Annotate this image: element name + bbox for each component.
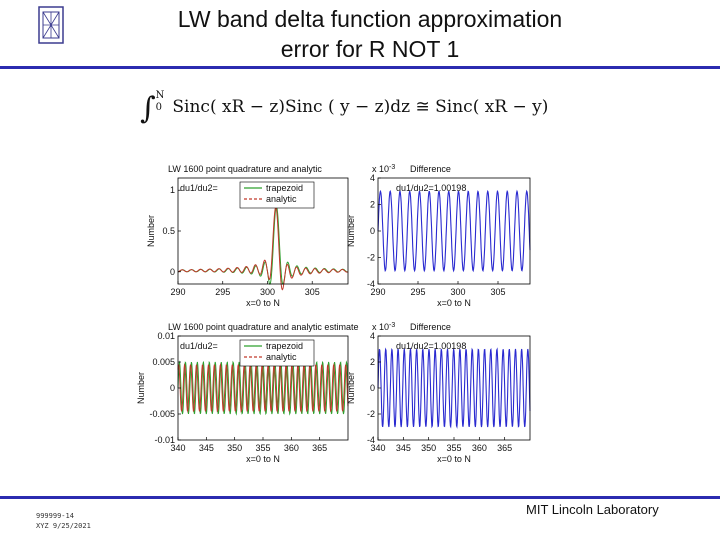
footer-org: MIT Lincoln Laboratory	[526, 502, 659, 517]
x-tick-label: 365	[497, 443, 512, 453]
chart-4: 340 345 350 355 360 365 -4 -2 0 2 4 Difference x 10-…	[346, 322, 531, 464]
y-tick-label: 1	[170, 185, 175, 195]
y-tick-label: 2	[370, 357, 375, 367]
footer-meta: 999999-14 XYZ 9/25/2021	[36, 511, 91, 531]
x-tick-label: 300	[260, 287, 275, 297]
axis-exponent-power: -3	[389, 164, 395, 171]
legend-label-1: trapezoid	[266, 341, 303, 351]
chart-title: Difference	[410, 164, 451, 174]
x-tick-label: 295	[410, 287, 425, 297]
y-tick-label: 0	[170, 267, 175, 277]
integral-formula: ∫N 0 Sinc( xR − z)Sinc ( y − z)dz ≅ Sinc( …	[140, 90, 549, 126]
chart-1: 290 295 300 305 0 0.5 1 LW 1600 point quadratur…	[146, 164, 349, 308]
y-tick-label: 0.01	[157, 331, 175, 341]
mit-ll-logo-icon	[38, 6, 64, 44]
series-line-1	[377, 189, 531, 273]
x-tick-label: 340	[370, 443, 385, 453]
plots-panel: 290 295 300 305 0 0.5 1 LW 1600 point quadratur…	[136, 164, 531, 464]
x-tick-label: 355	[255, 443, 270, 453]
chart-title: LW 1600 point quadrature and analytic	[168, 164, 322, 174]
y-axis-label: Number	[346, 372, 356, 404]
x-tick-label: 305	[305, 287, 320, 297]
y-tick-label: 0.5	[162, 226, 175, 236]
y-axis-label: Number	[136, 372, 146, 404]
formula-text: Sinc( xR − z)Sinc ( y − z)dz ≅ Sinc( xR …	[172, 97, 549, 117]
x-tick-label: 290	[170, 287, 185, 297]
x-tick-label: 355	[446, 443, 461, 453]
x-tick-label: 360	[284, 443, 299, 453]
x-tick-label: 305	[490, 287, 505, 297]
x-axis-label: x=0 to N	[437, 298, 471, 308]
x-tick-label: 345	[396, 443, 411, 453]
axis-exponent: x 10-3	[372, 164, 395, 174]
series-line-2	[177, 362, 349, 414]
x-tick-label: 350	[227, 443, 242, 453]
y-tick-label: -0.005	[149, 409, 175, 419]
y-tick-label: -2	[367, 253, 375, 263]
chart-title: Difference	[410, 322, 451, 332]
x-tick-label: 345	[199, 443, 214, 453]
series-line-1	[177, 205, 349, 286]
slide-title-line2: error for R NOT 1	[280, 36, 460, 62]
chart-2: 290 295 300 305 -4 -2 0 2 4 Difference x 10-3 x=0 t…	[346, 164, 531, 308]
y-tick-label: 0.005	[152, 357, 175, 367]
chart-title: LW 1600 point quadrature and analytic es…	[168, 322, 358, 332]
legend-box	[239, 339, 315, 367]
y-tick-label: 2	[370, 200, 375, 210]
y-tick-label: 4	[370, 173, 375, 183]
legend-label-1: trapezoid	[266, 183, 303, 193]
header-rule	[0, 66, 720, 69]
slide-title-line1: LW band delta function approximation	[177, 6, 563, 32]
x-tick-label: 340	[170, 443, 185, 453]
y-tick-label: 0	[170, 383, 175, 393]
x-tick-label: 290	[370, 287, 385, 297]
x-tick-label: 295	[215, 287, 230, 297]
x-axis-label: x=0 to N	[437, 454, 471, 464]
du-ratio-annotation: du1/du2=1.00198	[396, 341, 466, 351]
legend-label-2: analytic	[266, 352, 297, 362]
axis-exponent-power: -3	[389, 322, 395, 329]
du-ratio-annotation: du1/du2=	[180, 341, 218, 351]
y-tick-label: -4	[367, 279, 375, 289]
integral-lower-limit: 0	[155, 102, 163, 113]
y-tick-label: 0	[370, 226, 375, 236]
slide-title: LW band delta function approximation err…	[90, 4, 650, 64]
axis-exponent: x 10-3	[372, 322, 395, 332]
x-tick-label: 350	[421, 443, 436, 453]
series-line-1	[377, 347, 531, 429]
y-tick-label: -2	[367, 409, 375, 419]
footer-rule	[0, 496, 720, 499]
x-axis-label: x=0 to N	[246, 454, 280, 464]
y-tick-label: 4	[370, 331, 375, 341]
du-ratio-annotation: du1/du2=1.00198	[396, 183, 466, 193]
legend-box	[239, 181, 315, 209]
y-tick-label: -4	[367, 435, 375, 445]
y-tick-label: 0	[370, 383, 375, 393]
y-axis-label: Number	[146, 215, 156, 247]
chart-3: 340 345 350 355 360 365 -0.01 -0.005 0 0.005 0.01L…	[136, 322, 358, 464]
x-tick-label: 360	[472, 443, 487, 453]
footer-id: 999999-14	[36, 512, 74, 520]
x-tick-label: 300	[450, 287, 465, 297]
y-axis-label: Number	[346, 215, 356, 247]
footer-date: XYZ 9/25/2021	[36, 522, 91, 530]
x-tick-label: 365	[312, 443, 327, 453]
integral-upper-limit: N	[155, 90, 165, 101]
x-axis-label: x=0 to N	[246, 298, 280, 308]
legend-label-2: analytic	[266, 194, 297, 204]
series-line-2	[177, 206, 349, 291]
y-tick-label: -0.01	[154, 435, 175, 445]
du-ratio-annotation: du1/du2=	[180, 183, 218, 193]
